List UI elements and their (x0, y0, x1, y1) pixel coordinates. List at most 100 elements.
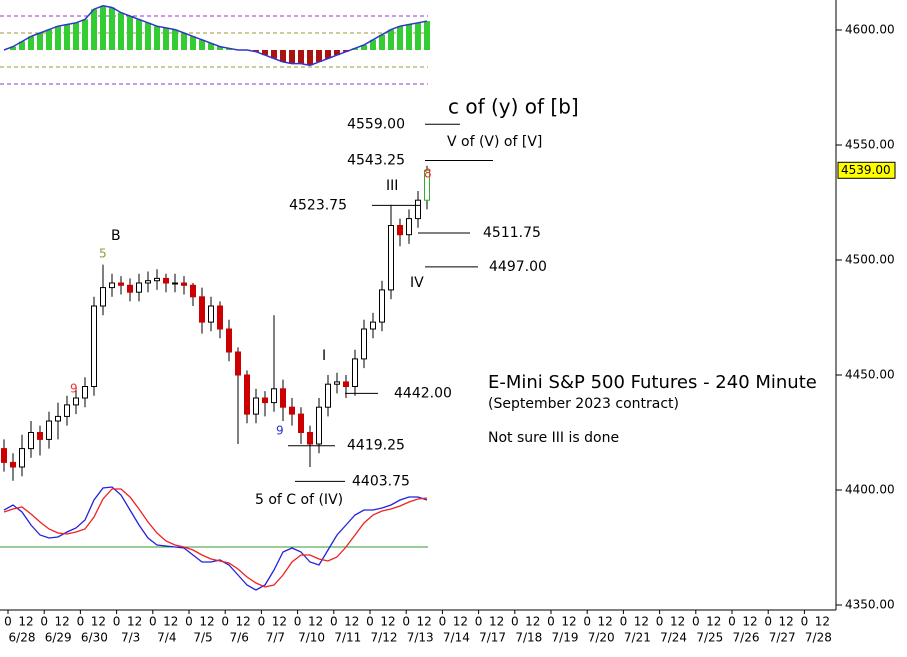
candle-body (244, 374, 250, 415)
date-label: 7/26 (733, 631, 760, 645)
wave-label: III (386, 178, 398, 194)
hour-label: 12 (308, 615, 323, 629)
price-level-label: 4442.00 (394, 385, 452, 401)
candle-body (352, 358, 358, 387)
hist-bar (199, 39, 205, 50)
candle-body (370, 321, 376, 330)
hist-bar (37, 33, 43, 50)
candle-body (406, 218, 412, 236)
hist-bar (91, 9, 97, 50)
date-label: 7/11 (334, 631, 361, 645)
hist-bar (316, 50, 322, 62)
candle-body (361, 328, 367, 360)
date-label: 7/18 (515, 631, 542, 645)
candle-body (82, 386, 88, 399)
hour-label: 12 (634, 615, 649, 629)
price-level-label: 4403.75 (352, 473, 410, 489)
hour-label: 12 (272, 615, 287, 629)
date-label: 7/25 (696, 631, 723, 645)
price-level-label: 4523.75 (289, 197, 347, 213)
hour-label: 12 (561, 615, 576, 629)
hist-bar (100, 5, 106, 51)
hour-label: 0 (149, 615, 157, 629)
y-tick-label: 4350.00 (845, 598, 895, 612)
date-label: 7/13 (407, 631, 434, 645)
hour-label: 12 (525, 615, 540, 629)
chart-title: E-Mini S&P 500 Futures - 240 Minute (488, 372, 817, 393)
wave-label: c of (y) of [b] (448, 95, 579, 119)
hour-label: 12 (779, 615, 794, 629)
candle-body (109, 282, 115, 289)
hist-bar (397, 26, 403, 50)
candle-body (415, 199, 421, 220)
wave-label: 9 (70, 382, 78, 396)
candle-body (226, 328, 232, 353)
hour-label: 0 (258, 615, 266, 629)
date-label: 7/6 (230, 631, 249, 645)
hour-label: 0 (475, 615, 483, 629)
candle-body (127, 284, 133, 293)
hour-label: 12 (199, 615, 214, 629)
date-label: 7/12 (371, 631, 398, 645)
hour-label: 0 (583, 615, 591, 629)
hour-label: 0 (4, 615, 12, 629)
hist-bar (325, 50, 331, 59)
candle-body (379, 289, 385, 323)
candle-body (46, 420, 52, 440)
date-label: 7/14 (443, 631, 470, 645)
hour-label: 0 (185, 615, 193, 629)
candle-body (424, 169, 430, 201)
date-label: 7/5 (193, 631, 212, 645)
date-label: 7/10 (298, 631, 325, 645)
candle-body (235, 351, 241, 376)
candle-body (298, 413, 304, 434)
candle-body (55, 415, 61, 422)
candle-body (118, 282, 124, 286)
osc-line (3, 488, 428, 588)
hist-bar (46, 29, 52, 50)
hist-bar (154, 26, 160, 50)
hist-bar (334, 50, 340, 56)
chart-note: Not sure III is done (488, 430, 619, 446)
candle-body (172, 282, 178, 285)
wave-label: 8 (424, 167, 432, 181)
hour-label: 12 (55, 615, 70, 629)
hour-label: 0 (113, 615, 121, 629)
hour-label: 12 (18, 615, 33, 629)
y-tick-label: 4450.00 (845, 368, 895, 382)
hist-bar (19, 41, 25, 50)
candle-body (397, 225, 403, 236)
hour-label: 0 (221, 615, 229, 629)
candle-body (307, 432, 313, 445)
candle-body (1, 448, 7, 463)
date-label: 7/21 (624, 631, 651, 645)
candle-body (316, 406, 322, 445)
candle-body (181, 282, 187, 286)
wave-label: 5 of C of (IV) (255, 492, 343, 508)
hist-bar (262, 50, 268, 56)
candle-body (253, 397, 259, 415)
hist-bar (298, 50, 304, 64)
hist-bar (10, 46, 16, 50)
candle-body (190, 284, 196, 298)
y-tick-label: 4500.00 (845, 253, 895, 267)
candle-body (145, 280, 151, 284)
hour-label: 0 (801, 615, 809, 629)
date-label: 7/27 (769, 631, 796, 645)
hist-bar (379, 34, 385, 50)
wave-label: V of (V) of [V] (447, 134, 542, 150)
hist-bar (352, 48, 358, 50)
hist-bar (343, 50, 349, 52)
candle-body (136, 282, 142, 293)
hist-bar (118, 12, 124, 51)
candle-body (271, 388, 277, 404)
hour-label: 12 (236, 615, 251, 629)
hist-bar (181, 33, 187, 50)
wave-label: 9 (276, 424, 284, 438)
hist-bar (271, 50, 277, 59)
date-label: 7/17 (479, 631, 506, 645)
hist-bar (28, 36, 34, 50)
hist-bar (55, 26, 61, 50)
wave-label: I (322, 348, 326, 364)
